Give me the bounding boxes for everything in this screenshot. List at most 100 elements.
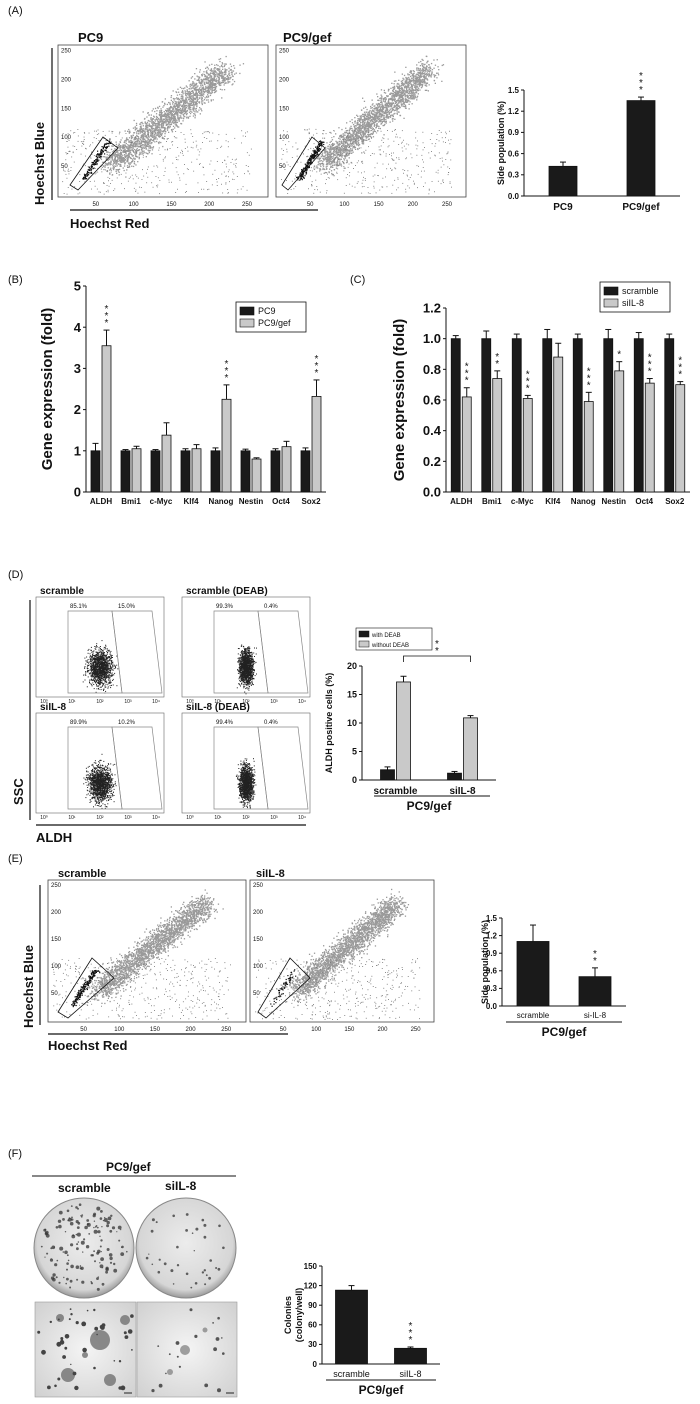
colony — [82, 1251, 84, 1253]
aldh-xtick-label: 10¹ — [68, 699, 76, 705]
colony — [109, 1261, 113, 1264]
colony — [90, 1254, 93, 1257]
bar — [131, 448, 142, 493]
category-label: PC9/gef — [622, 202, 660, 213]
flow-xtick-label: 100 — [339, 202, 350, 208]
aldh-gate-positive — [257, 610, 309, 694]
colony — [50, 1258, 52, 1260]
panel-label-e: (E) — [8, 853, 23, 865]
legend-swatch — [239, 318, 255, 328]
colony — [79, 1265, 82, 1267]
colony — [120, 1252, 125, 1256]
flow-a-plot-1-dots — [62, 55, 252, 195]
significance-star: * — [225, 366, 229, 377]
legend-label: without DEAB — [371, 643, 409, 649]
bar — [335, 1289, 368, 1365]
category-label: PC9 — [553, 202, 573, 213]
colony — [62, 1251, 65, 1253]
colony — [118, 1239, 121, 1242]
y-tick-label: 1.5 — [486, 914, 498, 923]
significance-star: * — [617, 350, 621, 361]
aldh-xtick-label: 10⁴ — [298, 815, 306, 821]
flow-d-title-3: siIL-8 — [40, 702, 67, 713]
flow-ytick-label: 50 — [61, 164, 68, 170]
colony — [71, 1216, 73, 1219]
bar — [270, 450, 281, 493]
significance-star: * — [648, 360, 652, 371]
flow-e-xlabel: Hoechst Red — [48, 1038, 128, 1053]
cell — [165, 1372, 167, 1375]
panel-a-flow: PC9 PC9/gef Hoechst Blue Hoechst Red 50 1… — [32, 30, 467, 231]
aldh-xtick-label: 10¹ — [214, 699, 222, 705]
cell — [194, 1334, 198, 1338]
flow-e-ylabel: Hoechst Blue — [21, 945, 36, 1028]
cell — [41, 1349, 46, 1355]
bar — [240, 450, 251, 493]
colony — [76, 1247, 79, 1251]
colony — [96, 1226, 99, 1229]
colony — [70, 1205, 73, 1207]
colony — [84, 1225, 88, 1230]
gate-percent-negative: 99.3% — [216, 604, 234, 610]
colony — [203, 1223, 207, 1227]
y-axis-label: Gene expression (fold) — [391, 319, 408, 482]
significance-star: * — [465, 362, 469, 373]
flow-xtick-label: 50 — [80, 1027, 87, 1033]
colony — [108, 1253, 113, 1257]
group-label: PC9/gef — [359, 1383, 405, 1397]
flow-e-plot-1-dots — [53, 889, 231, 1020]
bar — [251, 458, 262, 493]
colony — [45, 1233, 50, 1238]
flow-a-plot-2-dots — [281, 55, 452, 195]
colony — [101, 1226, 103, 1228]
category-label: c-Myc — [511, 497, 534, 506]
bar — [150, 450, 161, 493]
significance-star: * — [678, 370, 682, 381]
y-axis-label: Gene expression (fold) — [39, 308, 56, 471]
aldh-gate-positive — [111, 610, 163, 694]
colony — [86, 1219, 90, 1222]
significance-star: * — [409, 1335, 413, 1346]
colony — [75, 1265, 80, 1269]
aldh-xtick-label: 10⁴ — [298, 699, 306, 705]
cell — [118, 1360, 122, 1363]
colony — [201, 1271, 205, 1274]
cell — [127, 1329, 133, 1334]
chart-d: 0 5 10 15 20 ALDH positive cells (%) scramble s… — [324, 627, 496, 813]
cell — [175, 1341, 180, 1345]
colony — [88, 1233, 91, 1235]
colony — [217, 1267, 221, 1271]
significance-star: * — [648, 367, 652, 378]
colony — [218, 1224, 221, 1228]
aldh-gate-positive — [257, 726, 309, 810]
colony — [195, 1227, 199, 1231]
aldh-xtick-label: 10² — [96, 699, 104, 705]
category-label: si-IL-8 — [584, 1011, 607, 1020]
y-tick-label: 0.3 — [508, 171, 520, 180]
colony — [190, 1286, 193, 1289]
significance-star: * — [315, 361, 319, 372]
significance-star: * — [409, 1321, 413, 1332]
cell — [75, 1321, 79, 1325]
colony — [71, 1234, 76, 1239]
aldh-xtick-label: 10⁰ — [186, 699, 194, 705]
significance-star: * — [526, 383, 530, 394]
colony — [104, 1217, 106, 1219]
colony — [102, 1219, 105, 1222]
flow-e-gate-2 — [257, 957, 311, 1019]
colony — [126, 1250, 128, 1253]
colony — [64, 1231, 67, 1233]
flow-ytick-label: 100 — [253, 964, 264, 970]
y-tick-label: 1.5 — [508, 86, 520, 95]
colony — [94, 1226, 97, 1228]
colony — [65, 1282, 67, 1285]
flow-ytick-label: 200 — [51, 910, 62, 916]
colony — [90, 1282, 93, 1285]
cell — [120, 1385, 126, 1391]
cell — [93, 1366, 96, 1370]
y-tick-label: 90 — [308, 1301, 317, 1310]
colony — [69, 1221, 74, 1226]
flow-xtick-label: 250 — [442, 202, 453, 208]
y-tick-label: 30 — [308, 1340, 317, 1349]
